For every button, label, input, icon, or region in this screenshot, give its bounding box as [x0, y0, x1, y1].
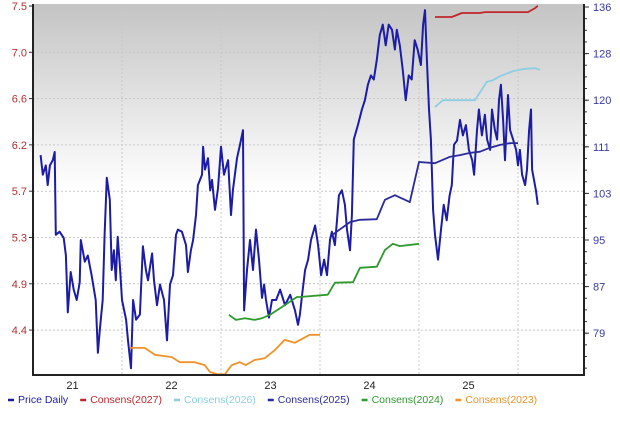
series-line-consens-2023	[129, 333, 320, 376]
legend-label: Price Daily	[18, 394, 69, 406]
x-tick-label: 22	[165, 380, 177, 392]
axis-frame	[32, 4, 585, 376]
left-tick-label: 5.7	[12, 186, 27, 198]
series-line-price-daily	[39, 9, 539, 370]
x-tick-label: 21	[66, 380, 78, 392]
legend-item: Consens(2024)	[361, 394, 444, 406]
right-tick-label: 111	[593, 142, 610, 154]
series-lines	[39, 5, 541, 376]
right-tick-label: 128	[593, 49, 611, 61]
left-tick-label: 5.3	[12, 233, 27, 245]
left-tick-label: 7.5	[12, 1, 27, 13]
legend-label: Consens(2023)	[465, 394, 537, 406]
right-tick-label: 120	[593, 95, 611, 107]
series-line-consens-2024	[228, 242, 420, 321]
gridlines	[33, 4, 584, 375]
right-tick-label: 79	[593, 328, 605, 340]
series-line-consens-2027	[435, 5, 539, 18]
left-tick-label: 6.6	[12, 94, 27, 106]
legend: Price Daily Consens(2027) Consens(2026) Con…	[8, 394, 537, 406]
series-line-consens-2025	[331, 142, 518, 236]
legend-item: Consens(2023)	[455, 394, 537, 406]
x-tick-label: 25	[462, 380, 474, 392]
legend-item: Consens(2026)	[173, 394, 256, 406]
legend-item: Price Daily	[8, 394, 69, 406]
legend-item: Consens(2027)	[80, 394, 162, 406]
legend-item: Consens(2025)	[267, 394, 350, 406]
legend-label: Consens(2025)	[278, 394, 350, 406]
right-tick-label: 103	[593, 188, 611, 200]
x-tick-label: 23	[264, 380, 276, 392]
series-line-consens-2026	[434, 67, 541, 108]
legend-label: Consens(2024)	[372, 394, 444, 406]
left-tick-label: 4.4	[12, 325, 27, 337]
plot-background	[33, 4, 584, 375]
right-tick-label: 95	[593, 235, 605, 247]
right-tick-label: 87	[593, 282, 605, 294]
left-tick-label: 6.2	[12, 140, 27, 152]
left-tick-label: 7.0	[12, 47, 27, 59]
right-tick-label: 136	[593, 2, 611, 14]
legend-label: Consens(2026)	[184, 394, 256, 406]
x-tick-label: 24	[363, 380, 375, 392]
left-tick-label: 4.9	[12, 279, 27, 291]
legend-label: Consens(2027)	[90, 394, 162, 406]
axes: 7.5 7.0 6.6 6.2 5.7 5.3 4.9 4.4 136 128 120 111 103 9…	[12, 1, 612, 392]
